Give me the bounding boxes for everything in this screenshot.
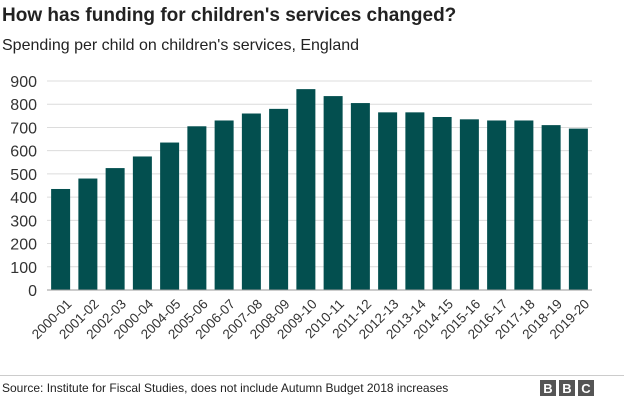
bar [459, 119, 479, 290]
bar [187, 126, 207, 291]
bar [541, 125, 561, 290]
y-tick-label: 400 [10, 190, 37, 207]
bar [514, 120, 534, 290]
bar [568, 128, 588, 290]
y-tick-label: 600 [10, 144, 37, 161]
y-tick-label: 300 [10, 213, 37, 230]
bar [405, 112, 425, 290]
bar [160, 142, 180, 290]
y-tick-label: 200 [10, 237, 37, 254]
logo-letter: B [540, 380, 556, 396]
logo-letter: C [578, 380, 594, 396]
chart-title: How has funding for children's services … [2, 5, 457, 26]
bar [51, 188, 71, 290]
bar [378, 112, 398, 290]
bar [105, 168, 125, 290]
footer-divider [0, 375, 624, 376]
bar [432, 116, 452, 290]
y-tick-label: 700 [10, 120, 37, 137]
bar-chart: 01002003004005006007008009002000-012001-… [10, 74, 592, 342]
y-tick-label: 500 [10, 167, 37, 184]
bar [78, 178, 98, 290]
logo-letter: B [559, 380, 575, 396]
bar [296, 89, 316, 290]
bbc-logo: B B C [540, 380, 594, 396]
bar [350, 103, 370, 290]
y-tick-label: 100 [10, 260, 37, 277]
bar [323, 96, 343, 290]
bar [214, 120, 234, 290]
bar [269, 108, 289, 290]
source-note: Source: Institute for Fiscal Studies, do… [2, 381, 449, 395]
bar [241, 113, 261, 290]
bar [132, 156, 152, 290]
bar [487, 120, 507, 290]
chart-subtitle: Spending per child on children's service… [2, 37, 360, 54]
y-tick-label: 0 [28, 283, 37, 300]
y-tick-label: 800 [10, 97, 37, 114]
y-tick-label: 900 [10, 74, 37, 91]
